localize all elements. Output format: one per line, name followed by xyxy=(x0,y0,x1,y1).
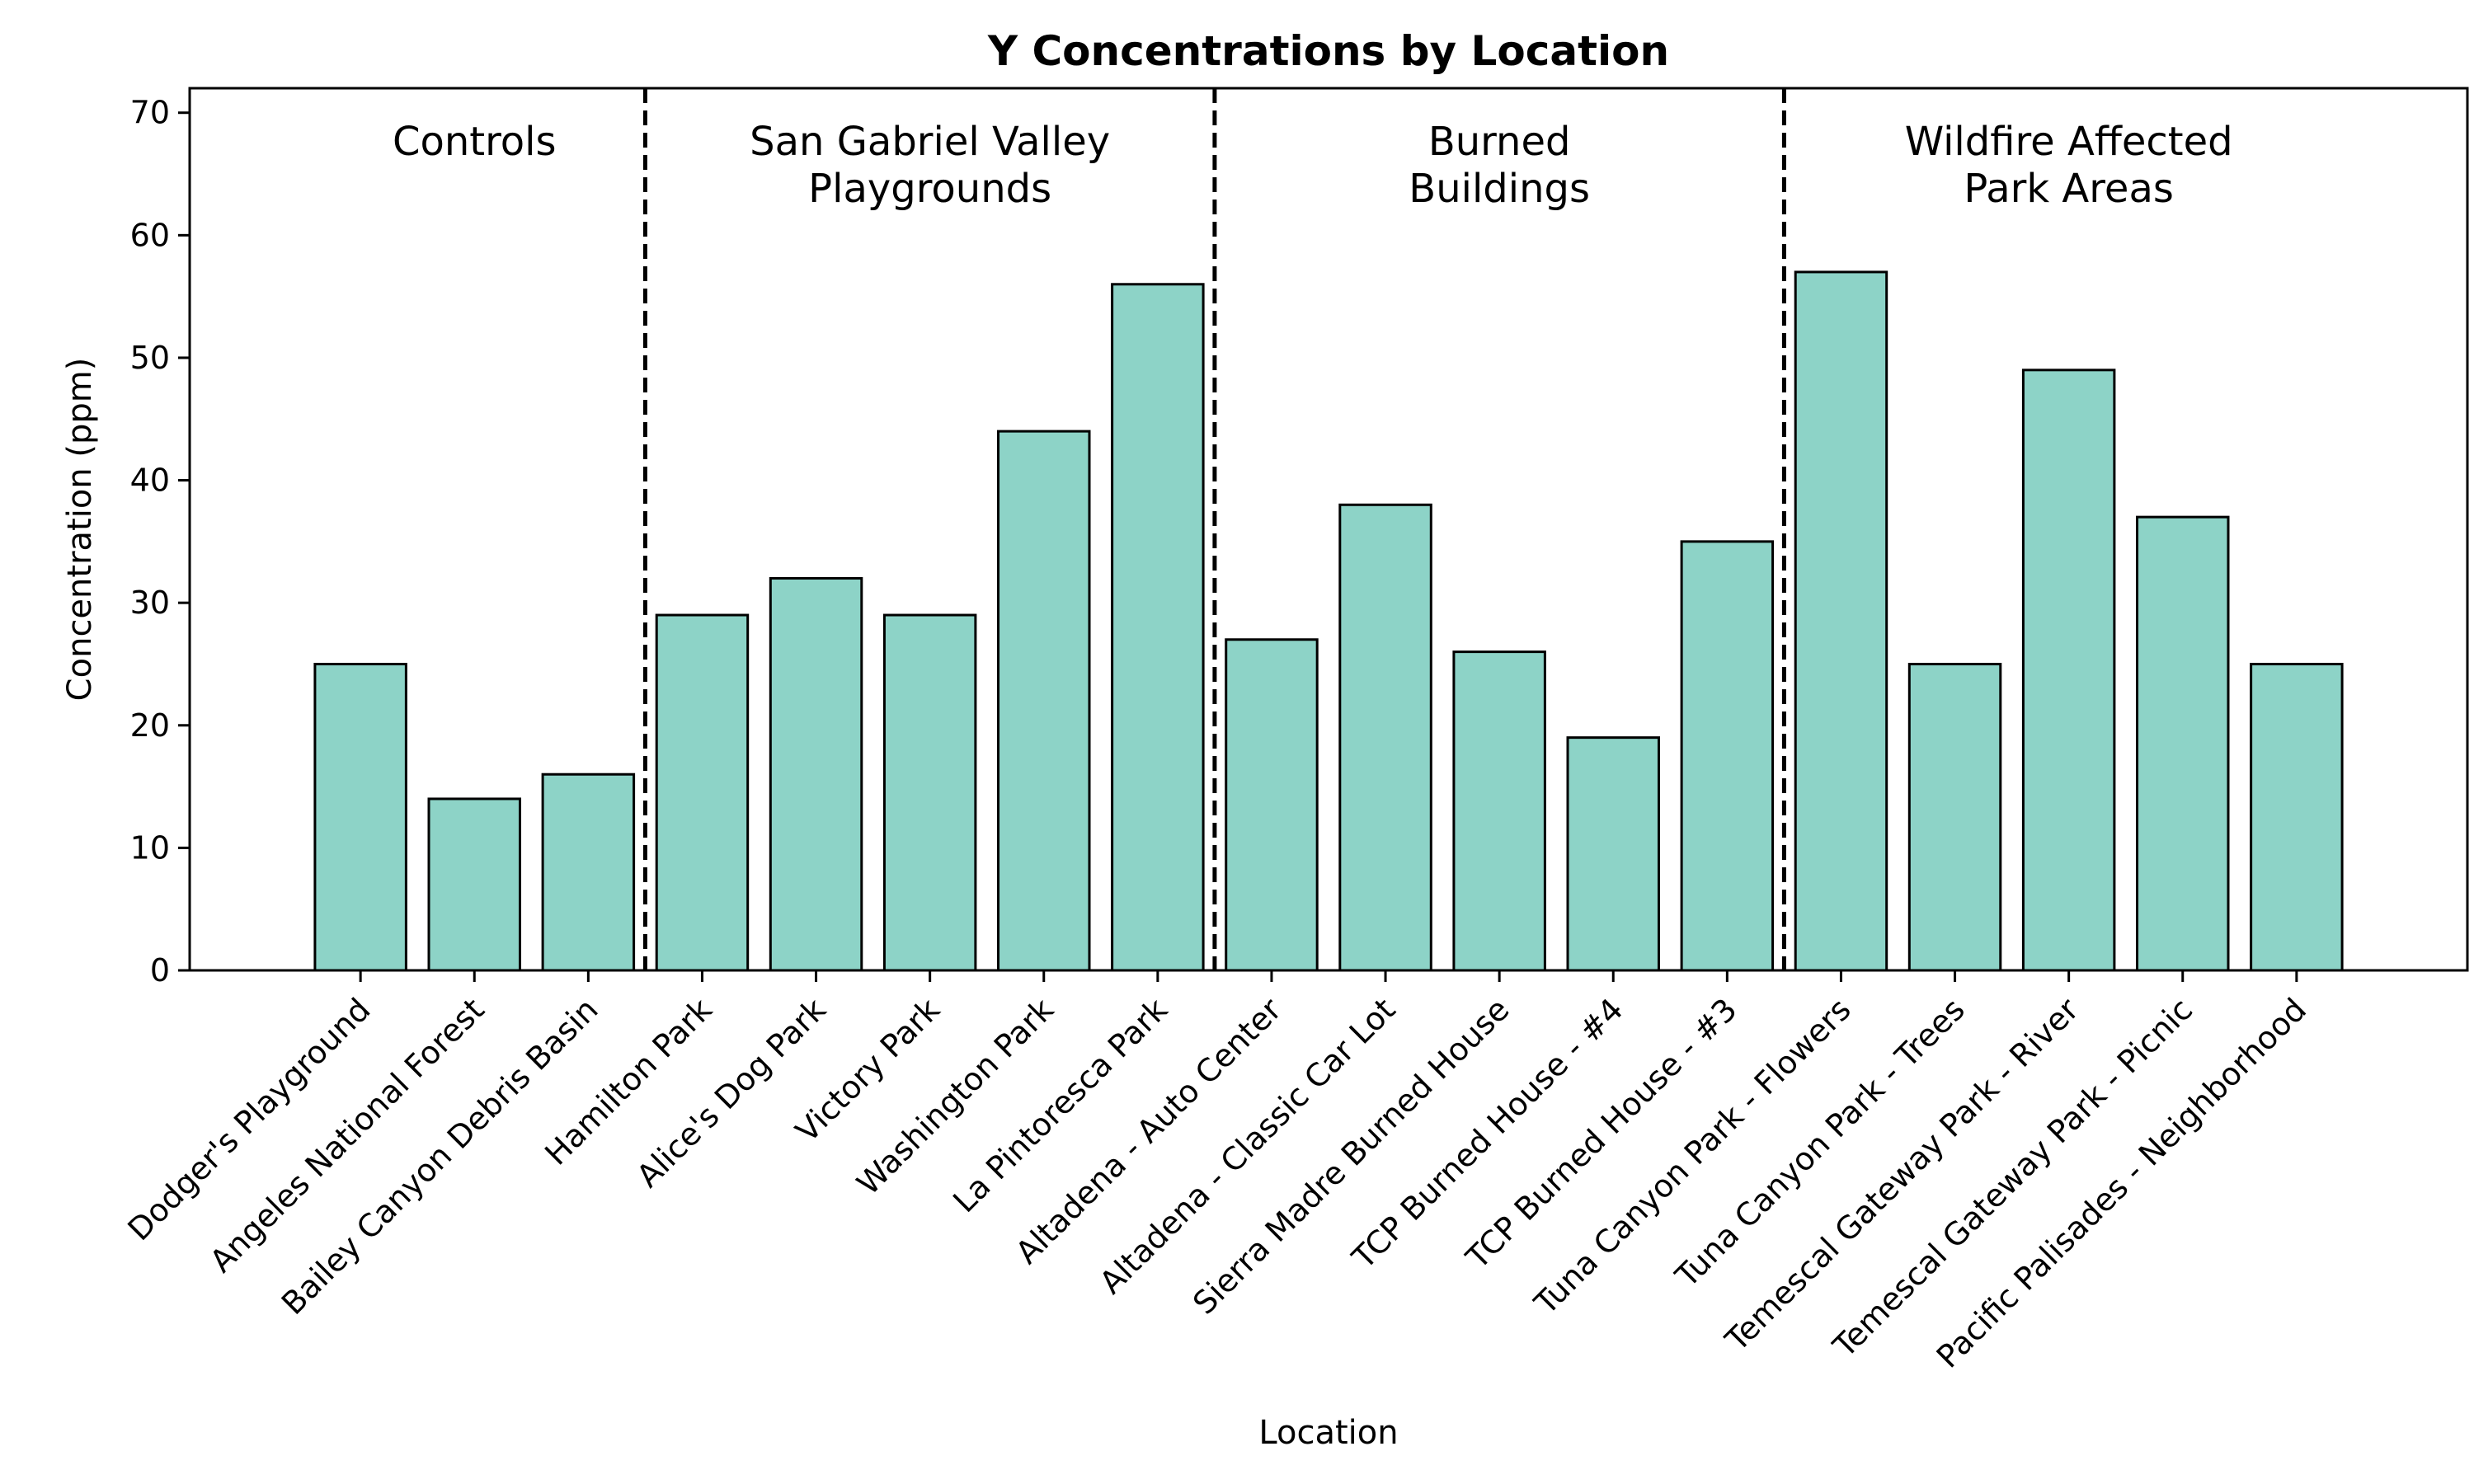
y-tick-label: 30 xyxy=(130,585,170,621)
group-dividers xyxy=(642,88,1786,970)
bar xyxy=(541,773,636,972)
bar xyxy=(655,613,750,972)
group-label: San Gabriel Valley Playgrounds xyxy=(750,119,1110,212)
x-axis-label: Location xyxy=(1258,1414,1398,1452)
group-label: Wildfire Affected Park Areas xyxy=(1905,119,2233,212)
y-tick-label: 60 xyxy=(130,217,170,253)
bar xyxy=(2021,369,2116,972)
bar xyxy=(1680,540,1775,972)
plot-frame xyxy=(188,87,2469,972)
y-tick-label: 0 xyxy=(150,952,170,989)
bar xyxy=(997,430,1091,972)
bar xyxy=(313,662,407,972)
y-axis-label: Concentration (ppm) xyxy=(61,358,99,702)
bar xyxy=(1907,662,2002,972)
chart-title: Y Concentrations by Location xyxy=(987,27,1669,75)
group-label: Controls xyxy=(393,119,557,165)
bar xyxy=(1111,283,1205,972)
group-labels: Controls San Gabriel Valley Playgrounds Bur… xyxy=(393,119,2233,212)
y-tick-label: 50 xyxy=(130,340,170,376)
group-label: Burned Buildings xyxy=(1409,119,1590,212)
bar xyxy=(1338,503,1432,972)
y-tick-label: 20 xyxy=(130,707,170,744)
bars-group xyxy=(313,270,2344,972)
y-tick-label: 10 xyxy=(130,829,170,866)
y-axis: 0 10 20 30 40 50 60 70 xyxy=(130,95,190,989)
y-tick-label: 70 xyxy=(130,95,170,131)
bar xyxy=(769,576,863,972)
bar xyxy=(1794,270,1888,972)
bar xyxy=(427,797,521,972)
bar xyxy=(1566,736,1660,972)
bar xyxy=(882,613,977,972)
y-tick-label: 40 xyxy=(130,463,170,499)
bar xyxy=(1225,638,1319,972)
bar xyxy=(1452,650,1546,972)
bar xyxy=(2250,662,2344,972)
bar xyxy=(2136,515,2230,972)
